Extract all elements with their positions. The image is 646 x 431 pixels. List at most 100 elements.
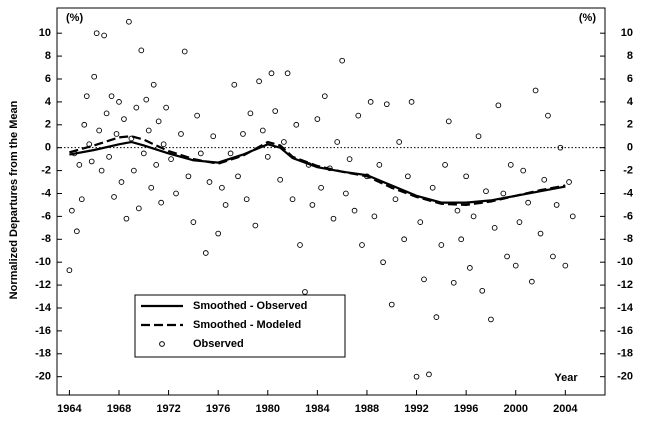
observed-point: [168, 156, 174, 162]
legend-marker: [159, 341, 165, 347]
x-tick-label: 2004: [553, 403, 578, 415]
observed-point: [111, 194, 117, 200]
observed-point: [158, 199, 164, 206]
observed-point: [326, 165, 333, 172]
observed-point: [256, 78, 262, 85]
y-tick-label: -8: [41, 233, 51, 245]
x-tick-label: 1980: [256, 403, 280, 415]
observed-point: [507, 162, 514, 168]
observed-point: [458, 236, 465, 243]
x-tick-label: 1964: [57, 403, 82, 415]
observed-point: [145, 127, 152, 134]
observed-point: [231, 81, 238, 88]
observed-point: [388, 301, 395, 308]
observed-point: [318, 184, 324, 191]
y2-tick-label: -20: [617, 371, 633, 383]
observed-point: [140, 150, 147, 157]
observed-point: [364, 173, 370, 180]
x-tick-label: 1996: [454, 403, 478, 415]
observed-point: [153, 162, 160, 168]
observed-point: [309, 202, 316, 208]
observed-point: [569, 213, 576, 220]
observed-point: [512, 262, 519, 269]
observed-point: [123, 215, 130, 222]
x-tick-label: 1984: [305, 403, 330, 415]
observed-point: [371, 213, 378, 220]
observed-point: [334, 139, 341, 145]
y2-tick-label: -14: [617, 302, 634, 314]
observed-point: [181, 48, 188, 55]
observed-point: [408, 99, 415, 105]
observed-point: [479, 287, 486, 294]
y-tick-label: -12: [35, 279, 51, 291]
observed-point: [103, 110, 110, 117]
observed-point: [343, 190, 349, 197]
legend-label: Smoothed - Observed: [193, 300, 307, 312]
observed-point: [143, 96, 150, 103]
observed-point: [126, 18, 132, 25]
observed-point: [131, 167, 137, 174]
observed-point: [463, 173, 469, 180]
observed-point: [396, 139, 403, 145]
observed-point: [392, 196, 399, 203]
observed-point: [405, 173, 411, 180]
observed-point: [541, 176, 548, 183]
observed-point: [438, 242, 445, 248]
observed-point: [281, 139, 287, 145]
x-tick-label: 1968: [107, 403, 131, 415]
observed-point: [155, 118, 162, 125]
observed-point: [128, 135, 135, 142]
observed-point: [488, 316, 494, 323]
observed-point: [210, 133, 217, 140]
observed-point: [351, 207, 358, 214]
y-tick-label: 4: [45, 96, 52, 108]
observed-point: [376, 162, 383, 168]
observed-point: [297, 242, 303, 248]
observed-point: [383, 101, 390, 108]
observed-point: [133, 104, 140, 111]
observed-point: [475, 133, 482, 140]
y2-tick-label: 0: [627, 142, 633, 154]
observed-point: [197, 150, 204, 157]
observed-point: [433, 314, 440, 320]
observed-point: [71, 150, 78, 157]
observed-point: [454, 207, 461, 214]
observed-point: [106, 153, 112, 160]
observed-point: [108, 93, 115, 100]
observed-point: [101, 32, 107, 39]
observed-point: [215, 230, 222, 237]
smoothed-line: [69, 140, 566, 204]
observed-point: [305, 162, 312, 168]
y2-tick-label: 6: [627, 73, 633, 85]
observed-point: [227, 150, 234, 157]
y-tick-label: -10: [35, 256, 51, 268]
observed-point: [81, 121, 88, 128]
observed-point: [302, 289, 308, 295]
y-axis-title: Normalized Departures from the Mean: [8, 100, 20, 299]
y2-tick-label: -18: [617, 348, 633, 360]
observed-point: [148, 184, 155, 191]
observed-point: [426, 371, 432, 378]
observed-point: [495, 102, 502, 109]
y2-tick-label: -10: [617, 256, 633, 268]
observed-point: [525, 199, 531, 206]
observed-point: [516, 219, 523, 225]
unit-label-left: (%): [66, 12, 83, 24]
observed-point: [562, 262, 569, 269]
observed-point: [355, 112, 362, 119]
observed-point: [367, 99, 374, 105]
x-tick-label: 1988: [355, 403, 379, 415]
observed-point: [240, 131, 246, 137]
observed-point: [135, 205, 142, 212]
observed-point: [413, 373, 420, 380]
observed-point: [206, 179, 213, 185]
observed-point: [173, 190, 179, 197]
legend-label: Observed: [193, 338, 244, 350]
observed-point: [116, 99, 122, 105]
observed-point: [190, 219, 197, 225]
y2-tick-label: -2: [623, 164, 633, 176]
observed-point: [500, 190, 507, 197]
x-tick-label: 1992: [404, 403, 428, 415]
y2-tick-label: -12: [617, 279, 633, 291]
